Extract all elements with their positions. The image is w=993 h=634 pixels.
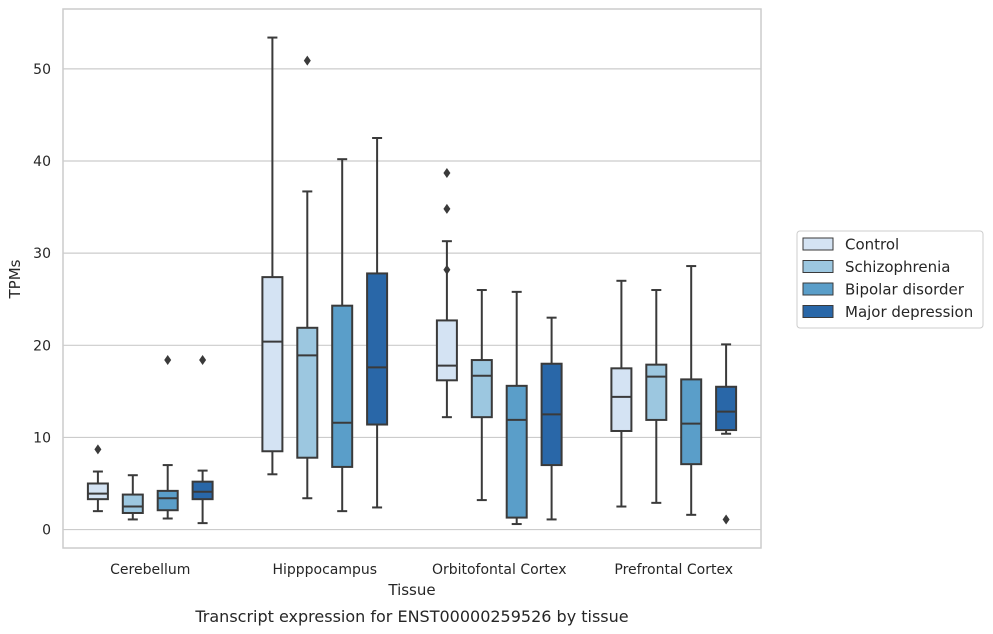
box [715,343,738,525]
box [505,290,528,526]
gridlines [63,68,761,531]
box [645,289,668,504]
box-body [121,493,144,514]
y-axis-title: TPMs [6,259,24,299]
legend-swatch [802,237,834,251]
outlier-point [94,444,102,455]
box-body [296,326,319,459]
box [121,474,144,521]
y-tick-label: 50 [33,62,51,78]
y-axis-ticks: 0 10 20 30 40 50 [33,62,51,539]
box [610,279,633,508]
series-schizophrenia [121,55,668,521]
box [86,444,109,513]
x-tick-label: Orbitofontal Cortex [432,562,567,578]
legend-item: Bipolar disorder [802,281,965,299]
box-series [86,36,738,526]
legend-frame [796,230,984,329]
y-tick-label: 40 [33,154,51,170]
box-body [610,367,633,432]
legend-label: Schizophrenia [845,258,950,276]
outlier-point [443,264,451,275]
box [470,289,493,502]
box [366,136,389,509]
legend-item: Major depression [802,303,973,321]
box [331,158,354,513]
outlier-point [443,203,451,214]
legend-item: Control [802,236,899,254]
box-body [680,378,703,466]
series-control [86,36,633,513]
box [296,55,319,500]
chart-caption: Transcript expression for ENST0000025952… [194,607,628,626]
legend-label: Control [845,236,899,254]
box-body [470,359,493,419]
box-body [191,480,214,501]
plot-area-frame [62,8,762,549]
legend-label: Bipolar disorder [845,281,965,299]
box-body [645,363,668,421]
box-body [86,482,109,501]
y-tick-label: 10 [33,430,51,446]
y-tick-label: 0 [42,523,51,539]
outlier-point [443,168,451,179]
x-axis-ticks: Cerebellum Hipppocampus Orbitofontal Corte… [110,562,733,578]
box-body [261,276,284,453]
legend-label: Major depression [845,303,973,321]
legend-item: Schizophrenia [802,258,950,276]
legend: Control Schizophrenia Bipolar disorder Majo… [796,230,984,329]
box [261,36,284,476]
y-tick-label: 30 [33,246,51,262]
x-tick-label: Cerebellum [110,562,190,578]
series-bipolar-disorder [156,158,703,526]
legend-swatch [802,305,834,318]
outlier-point [199,355,207,366]
box [191,355,214,525]
outlier-point [303,55,311,66]
y-tick-label: 20 [33,338,51,354]
x-tick-label: Prefrontal Cortex [614,562,733,578]
outlier-point [164,355,172,366]
series-major-depression [191,136,738,525]
box [540,316,563,521]
legend-swatch [802,282,834,296]
x-tick-label: Hipppocampus [272,562,377,578]
box [680,265,703,516]
box-body [715,385,738,432]
box-body [331,304,354,468]
box [435,168,458,419]
box-body [505,384,528,519]
box-body [366,272,389,426]
box-body [156,489,179,512]
legend-swatch [802,260,834,273]
box-body [435,319,458,382]
box [156,355,179,520]
outlier-point [722,514,730,525]
x-axis-title: Tissue [387,581,435,599]
